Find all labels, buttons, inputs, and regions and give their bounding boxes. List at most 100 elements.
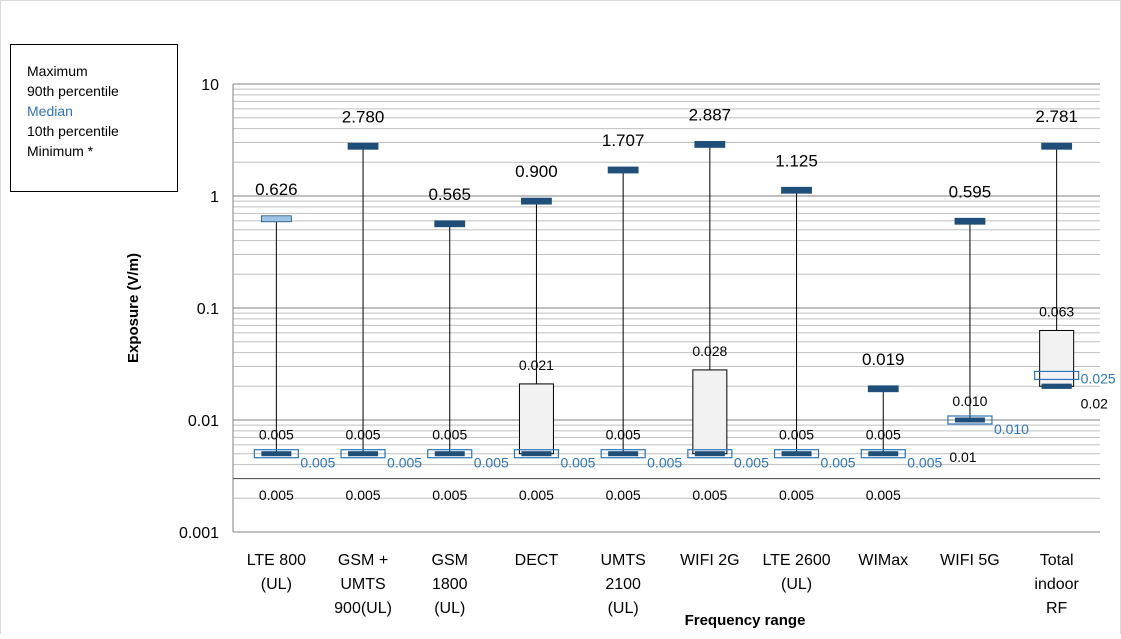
median-marker <box>947 415 993 425</box>
p10-marker <box>434 451 465 457</box>
median-label: 0.005 <box>907 455 942 471</box>
x-tick-label: GSM <box>432 552 468 569</box>
x-tick-label: DECT <box>515 552 559 569</box>
max-label: 0.900 <box>515 162 558 181</box>
median-marker <box>773 449 820 459</box>
max-marker <box>781 186 812 194</box>
p10-label: 0.005 <box>606 487 641 503</box>
iqr-box <box>692 369 728 455</box>
p90-label: 0.021 <box>519 357 554 373</box>
p10-marker <box>954 417 985 423</box>
max-label: 0.565 <box>428 185 471 204</box>
legend-item-minimum: Minimum * <box>27 143 94 159</box>
p90-label: 0.028 <box>692 343 727 359</box>
p90-label: 0.005 <box>779 427 814 443</box>
y-tick-label: 10 <box>201 77 219 94</box>
legend-item-maximum: Maximum <box>27 63 88 79</box>
x-axis-title: Frequency range <box>685 612 806 629</box>
p10-marker <box>521 451 552 457</box>
x-tick-label: WIFI 2G <box>680 552 740 569</box>
max-marker <box>521 197 552 205</box>
x-tick-label: UMTS <box>600 552 645 569</box>
p90-label: 0.005 <box>259 427 294 443</box>
max-marker <box>1041 142 1073 150</box>
max-marker <box>434 220 466 228</box>
max-marker <box>260 215 292 223</box>
median-marker <box>513 449 560 459</box>
p10-label: 0.005 <box>779 487 814 503</box>
p90-label: 0.005 <box>606 427 641 443</box>
y-tick-label: 0.1 <box>197 301 219 318</box>
iqr-box <box>518 383 554 455</box>
p10-label: 0.005 <box>692 487 727 503</box>
median-marker <box>600 449 646 459</box>
p90-label: 0.005 <box>346 427 381 443</box>
x-tick-label: (UL) <box>608 600 639 617</box>
legend-item-10th: 10th percentile <box>27 123 119 139</box>
median-marker <box>860 449 906 459</box>
p90-label: 0.063 <box>1039 303 1074 319</box>
y-tick-label: 0.001 <box>179 525 219 542</box>
x-tick-label: LTE 800 <box>247 552 306 569</box>
max-marker <box>694 141 726 148</box>
max-label: 1.125 <box>775 151 818 170</box>
max-label: 0.595 <box>949 182 992 201</box>
x-tick-label: LTE 2600 <box>762 552 830 569</box>
median-marker <box>687 449 733 459</box>
x-tick-label: 1800 <box>432 576 468 593</box>
median-marker <box>340 449 386 459</box>
max-label: 0.626 <box>255 180 298 199</box>
max-label: 1.707 <box>602 131 645 150</box>
max-label: 2.887 <box>689 105 732 124</box>
legend-item-median: Median <box>27 103 73 119</box>
p10-marker <box>348 451 379 457</box>
p10-label: 0.005 <box>866 487 901 503</box>
median-label: 0.005 <box>387 455 422 471</box>
max-marker <box>867 385 899 393</box>
p10-label: 0.005 <box>432 487 467 503</box>
median-marker <box>1034 370 1080 381</box>
x-tick-label: WIMax <box>858 552 908 569</box>
y-axis-title: Exposure (V/m) <box>125 253 142 363</box>
p10-marker <box>694 451 725 457</box>
p90-label: 0.005 <box>432 427 467 443</box>
p90-label: 0.005 <box>866 427 901 443</box>
x-tick-label: WIFI 5G <box>940 552 1000 569</box>
max-marker <box>954 217 986 225</box>
y-tick-label: 0.01 <box>188 413 219 430</box>
max-label: 2.780 <box>342 107 385 126</box>
p10-marker <box>261 451 292 457</box>
median-label: 0.005 <box>560 455 595 471</box>
p10-marker <box>781 451 812 457</box>
p10-marker <box>868 451 899 457</box>
max-label: 0.019 <box>862 350 905 369</box>
p10-label: 0.02 <box>1081 395 1108 411</box>
x-tick-label: 2100 <box>605 576 641 593</box>
median-label: 0.025 <box>1081 370 1116 386</box>
y-tick-label: 1 <box>210 189 219 206</box>
p10-label: 0.005 <box>259 487 294 503</box>
legend: Maximum 90th percentile Median 10th perc… <box>10 44 178 192</box>
x-tick-label: UMTS <box>340 576 385 593</box>
legend-item-90th: 90th percentile <box>27 83 119 99</box>
max-label: 2.781 <box>1035 107 1078 126</box>
x-tick-label: Total <box>1040 552 1074 569</box>
median-label: 0.005 <box>300 455 335 471</box>
min-marker <box>1041 383 1072 389</box>
p10-marker <box>608 451 639 457</box>
p90-label: 0.010 <box>952 393 987 409</box>
median-label: 0.005 <box>474 455 509 471</box>
x-tick-label: (UL) <box>781 576 812 593</box>
x-tick-label: (UL) <box>434 600 465 617</box>
x-tick-label: (UL) <box>261 576 292 593</box>
median-label: 0.005 <box>734 455 769 471</box>
max-marker <box>607 166 639 174</box>
x-tick-label: indoor <box>1034 576 1079 593</box>
median-label: 0.010 <box>994 421 1029 437</box>
p10-label: 0.01 <box>949 449 976 465</box>
median-marker <box>253 449 299 459</box>
iqr-box <box>1039 329 1075 387</box>
median-label: 0.005 <box>647 455 682 471</box>
